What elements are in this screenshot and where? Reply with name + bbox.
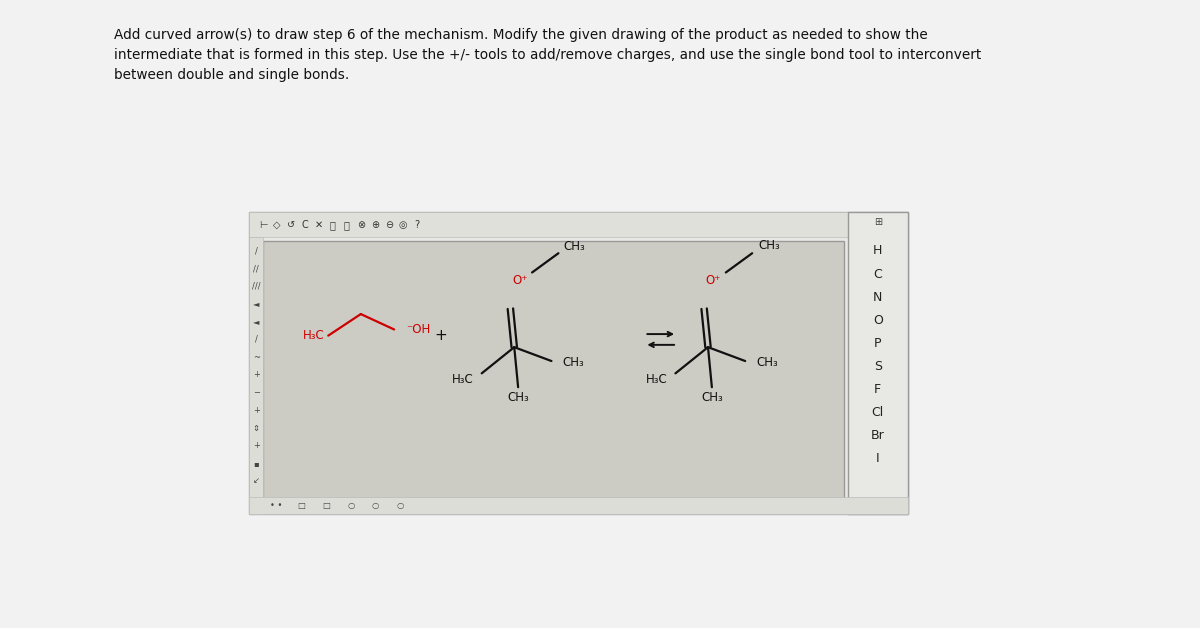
Text: CH₃: CH₃: [701, 391, 722, 404]
Text: ⇕: ⇕: [253, 423, 259, 433]
Text: ⬜: ⬜: [344, 220, 349, 230]
Text: ◄: ◄: [253, 300, 259, 308]
Text: /: /: [254, 335, 258, 344]
Text: C: C: [301, 220, 308, 230]
Text: C: C: [874, 268, 882, 281]
Text: ///: ///: [252, 282, 260, 291]
Text: ↙: ↙: [253, 477, 259, 485]
Text: ○: ○: [372, 501, 379, 511]
Text: /: /: [254, 246, 258, 256]
Text: ⊢: ⊢: [259, 220, 268, 230]
Text: □: □: [298, 501, 305, 511]
Text: H: H: [874, 244, 882, 257]
Bar: [250, 497, 908, 514]
Text: Cl: Cl: [871, 406, 884, 419]
Text: +: +: [253, 371, 259, 379]
Text: P: P: [874, 337, 882, 350]
Bar: [250, 212, 908, 237]
Text: F: F: [874, 383, 881, 396]
Text: ○: ○: [347, 501, 354, 511]
Text: H₃C: H₃C: [646, 373, 667, 386]
Text: ✕: ✕: [314, 220, 323, 230]
Text: I: I: [876, 452, 880, 465]
Text: H₃C: H₃C: [302, 329, 324, 342]
Text: • •: • •: [270, 501, 282, 511]
Text: ?: ?: [414, 220, 419, 230]
Text: ⊗: ⊗: [356, 220, 365, 230]
Text: CH₃: CH₃: [563, 240, 584, 253]
Text: ~: ~: [253, 353, 259, 362]
Text: //: //: [253, 264, 259, 273]
Text: ↺: ↺: [287, 220, 295, 230]
Text: +: +: [434, 328, 446, 343]
Text: −: −: [253, 388, 259, 397]
Text: ⬜: ⬜: [330, 220, 336, 230]
Text: ◎: ◎: [398, 220, 407, 230]
Text: ⊕: ⊕: [371, 220, 379, 230]
Text: N: N: [874, 291, 882, 303]
Text: Br: Br: [871, 429, 884, 442]
Bar: [250, 212, 908, 514]
Text: □: □: [322, 501, 330, 511]
Text: CH₃: CH₃: [508, 391, 529, 404]
Text: CH₃: CH₃: [756, 356, 778, 369]
Text: +: +: [253, 441, 259, 450]
Text: H₃C: H₃C: [452, 373, 474, 386]
Bar: [847, 212, 908, 514]
Text: ⁻OH: ⁻OH: [406, 323, 430, 336]
Text: S: S: [874, 360, 882, 373]
Text: O⁺: O⁺: [512, 274, 527, 286]
Text: Add curved arrow(s) to draw step 6 of the mechanism. Modify the given drawing of: Add curved arrow(s) to draw step 6 of th…: [114, 28, 982, 82]
Text: ⊞: ⊞: [874, 217, 882, 227]
Text: CH₃: CH₃: [758, 239, 780, 252]
Text: O: O: [872, 314, 883, 327]
Text: ○: ○: [397, 501, 404, 511]
Text: O⁺: O⁺: [706, 274, 721, 286]
Text: ⊖: ⊖: [385, 220, 392, 230]
Text: ◇: ◇: [274, 220, 281, 230]
Bar: [263, 241, 845, 508]
Text: ◄: ◄: [253, 317, 259, 327]
Text: +: +: [253, 406, 259, 415]
Bar: [250, 237, 263, 514]
Text: ▪: ▪: [253, 459, 259, 468]
Text: CH₃: CH₃: [563, 356, 584, 369]
